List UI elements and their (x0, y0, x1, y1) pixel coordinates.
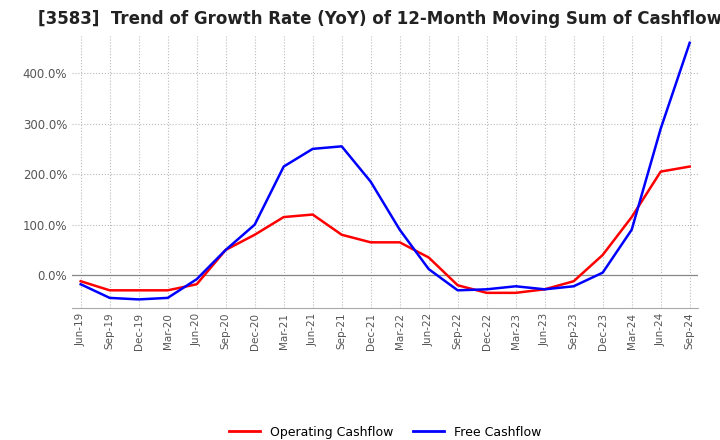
Operating Cashflow (366, 240, 375, 245)
Free Cashflow (570, 284, 578, 289)
Free Cashflow (308, 146, 317, 151)
Operating Cashflow (541, 287, 549, 292)
Operating Cashflow (163, 288, 172, 293)
Line: Operating Cashflow: Operating Cashflow (81, 167, 690, 293)
Legend: Operating Cashflow, Free Cashflow: Operating Cashflow, Free Cashflow (224, 421, 546, 440)
Free Cashflow (105, 295, 114, 301)
Operating Cashflow (279, 214, 288, 220)
Free Cashflow (221, 247, 230, 253)
Title: [3583]  Trend of Growth Rate (YoY) of 12-Month Moving Sum of Cashflows: [3583] Trend of Growth Rate (YoY) of 12-… (38, 10, 720, 28)
Operating Cashflow (685, 164, 694, 169)
Free Cashflow (657, 126, 665, 131)
Free Cashflow (685, 40, 694, 45)
Free Cashflow (541, 287, 549, 292)
Operating Cashflow (454, 282, 462, 288)
Free Cashflow (135, 297, 143, 302)
Operating Cashflow (76, 279, 85, 284)
Free Cashflow (454, 288, 462, 293)
Operating Cashflow (511, 290, 520, 296)
Operating Cashflow (251, 232, 259, 238)
Line: Free Cashflow: Free Cashflow (81, 43, 690, 299)
Free Cashflow (163, 295, 172, 301)
Free Cashflow (482, 287, 491, 292)
Free Cashflow (251, 222, 259, 227)
Free Cashflow (511, 284, 520, 289)
Operating Cashflow (308, 212, 317, 217)
Operating Cashflow (135, 288, 143, 293)
Operating Cashflow (482, 290, 491, 296)
Operating Cashflow (192, 282, 201, 287)
Free Cashflow (279, 164, 288, 169)
Operating Cashflow (338, 232, 346, 238)
Free Cashflow (192, 277, 201, 282)
Free Cashflow (598, 270, 607, 275)
Free Cashflow (338, 144, 346, 149)
Free Cashflow (76, 282, 85, 287)
Operating Cashflow (424, 255, 433, 260)
Operating Cashflow (570, 279, 578, 284)
Free Cashflow (366, 179, 375, 184)
Operating Cashflow (657, 169, 665, 174)
Free Cashflow (395, 227, 404, 232)
Free Cashflow (424, 267, 433, 272)
Free Cashflow (627, 227, 636, 232)
Operating Cashflow (221, 247, 230, 253)
Operating Cashflow (598, 252, 607, 257)
Operating Cashflow (105, 288, 114, 293)
Operating Cashflow (627, 214, 636, 220)
Operating Cashflow (395, 240, 404, 245)
